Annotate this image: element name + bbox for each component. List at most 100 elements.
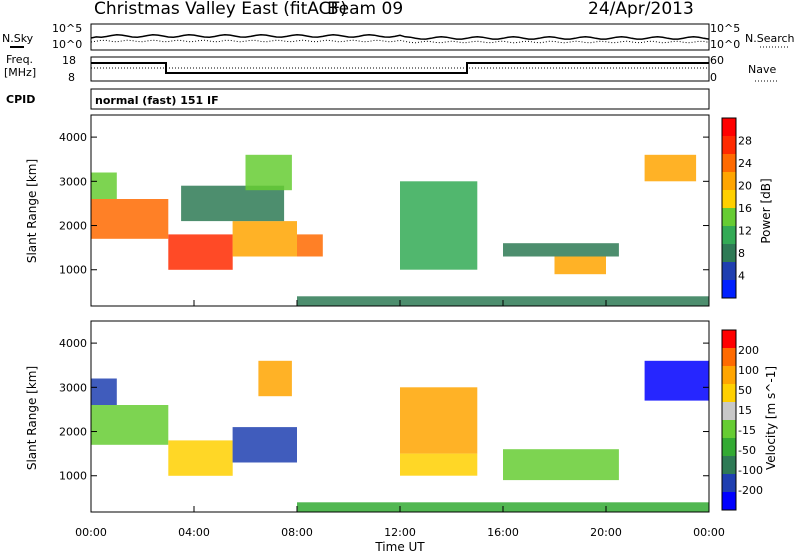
x-tick-label: 16:00 bbox=[487, 526, 519, 539]
colorbar-swatch bbox=[722, 262, 736, 281]
colorbar-tick-label: 100 bbox=[738, 364, 759, 377]
colorbar-swatch bbox=[722, 280, 736, 299]
colorbar-swatch bbox=[722, 190, 736, 209]
power-ylabel: Slant Range [km] bbox=[25, 159, 39, 263]
y-tick-label: 2000 bbox=[59, 220, 87, 233]
x-tick-label: 04:00 bbox=[178, 526, 210, 539]
vel-heat-region bbox=[644, 360, 709, 401]
nave-tick-low: 0 bbox=[710, 71, 717, 84]
power-heat-region bbox=[245, 154, 292, 191]
power-heat-region bbox=[232, 221, 297, 257]
y-tick-label: 4000 bbox=[59, 131, 87, 144]
noise-left-label: N.Sky bbox=[2, 32, 34, 45]
colorbar-swatch bbox=[722, 420, 736, 439]
freq-left-label-2: [MHz] bbox=[4, 66, 36, 79]
x-tick-label: 12:00 bbox=[384, 526, 416, 539]
x-tick-label: 20:00 bbox=[590, 526, 622, 539]
power-heatmap bbox=[91, 154, 709, 306]
freq-left-label-1: Freq. bbox=[6, 53, 33, 66]
velocity-ylabel: Slant Range [km] bbox=[25, 366, 39, 470]
vel-heat-region bbox=[400, 453, 478, 476]
power-colorbar: 28 24 20 16 12 8 4 bbox=[721, 117, 752, 299]
colorbar-tick-label: 16 bbox=[738, 202, 752, 215]
vel-heat-region bbox=[503, 449, 619, 481]
power-heat-region bbox=[181, 185, 285, 222]
velocity-heatmap bbox=[91, 360, 709, 512]
colorbar-tick-label: -50 bbox=[738, 444, 756, 457]
noise-search-trace bbox=[90, 39, 710, 44]
colorbar-swatch bbox=[722, 244, 736, 263]
colorbar-tick-label: 4 bbox=[738, 270, 745, 283]
colorbar-tick-label: 8 bbox=[738, 247, 745, 260]
x-tick-label: 00:00 bbox=[693, 526, 725, 539]
velocity-colorbar: 200 100 50 15 -15 -50 -100 -200 bbox=[721, 329, 763, 511]
vel-heat-region bbox=[91, 378, 117, 405]
power-heat-region bbox=[554, 256, 606, 275]
y-tick-label: 2000 bbox=[59, 426, 87, 439]
noise-tick-low-left: 10^0 bbox=[52, 38, 82, 51]
noise-right-label: N.Search bbox=[745, 32, 795, 45]
colorbar-swatch bbox=[722, 384, 736, 403]
colorbar-tick-label: 20 bbox=[738, 180, 752, 193]
colorbar-tick-label: 12 bbox=[738, 225, 752, 238]
colorbar-swatch bbox=[722, 402, 736, 421]
mode-text: normal (fast) 151 IF bbox=[95, 94, 219, 107]
noise-tick-high-left: 10^5 bbox=[52, 22, 82, 35]
y-tick-label: 3000 bbox=[59, 175, 87, 188]
power-heat-region bbox=[644, 154, 697, 182]
x-tick-label: 08:00 bbox=[281, 526, 313, 539]
colorbar-swatch bbox=[722, 172, 736, 191]
cpid-box bbox=[90, 88, 710, 110]
colorbar-swatch bbox=[722, 330, 736, 349]
y-tick-label: 4000 bbox=[59, 337, 87, 350]
time-axis-label: Time UT bbox=[374, 540, 425, 554]
colorbar-swatch bbox=[722, 456, 736, 475]
power-colorbar-label: Power [dB] bbox=[759, 178, 773, 243]
colorbar-tick-label: -200 bbox=[738, 484, 763, 497]
freq-tick-low: 8 bbox=[68, 71, 75, 84]
power-heat-region bbox=[503, 243, 619, 257]
vel-heat-region bbox=[232, 427, 297, 463]
power-heat-region bbox=[400, 181, 478, 270]
noise-sky-trace bbox=[90, 34, 710, 40]
beam-title: Beam 09 bbox=[327, 0, 403, 19]
nave-tick-high: 60 bbox=[710, 54, 724, 67]
vel-heat-region bbox=[258, 360, 292, 397]
power-heat-region bbox=[91, 199, 169, 239]
noise-tick-high-right: 10^5 bbox=[710, 22, 740, 35]
velocity-colorbar-label: Velocity [m s^-1] bbox=[764, 366, 778, 470]
vel-heat-region bbox=[91, 405, 169, 445]
colorbar-swatch bbox=[722, 438, 736, 457]
freq-panel bbox=[90, 56, 710, 82]
power-y-axis: 1000 2000 3000 4000 bbox=[59, 131, 709, 277]
power-heat-region bbox=[91, 172, 117, 199]
colorbar-swatch bbox=[722, 492, 736, 511]
nave-label: Nave bbox=[748, 63, 776, 76]
colorbar-tick-label: 28 bbox=[738, 135, 752, 148]
y-tick-label: 1000 bbox=[59, 264, 87, 277]
colorbar-swatch bbox=[722, 208, 736, 227]
colorbar-swatch bbox=[722, 348, 736, 367]
power-heat-region bbox=[297, 234, 323, 257]
colorbar-swatch bbox=[722, 136, 736, 155]
colorbar-frame bbox=[721, 117, 737, 299]
noise-panel bbox=[90, 23, 710, 51]
date-title: 24/Apr/2013 bbox=[588, 0, 694, 19]
vel-heat-region bbox=[400, 387, 478, 454]
station-title: Christmas Valley East (fitACF) bbox=[94, 0, 347, 19]
power-heat-region bbox=[168, 234, 233, 270]
vel-heat-region bbox=[168, 440, 233, 476]
colorbar-tick-label: 24 bbox=[738, 157, 752, 170]
colorbar-tick-label: -100 bbox=[738, 464, 763, 477]
colorbar-swatch bbox=[722, 118, 736, 137]
colorbar-swatch bbox=[722, 474, 736, 493]
velocity-y-axis: 1000 2000 3000 4000 bbox=[59, 337, 709, 483]
colorbar-frame bbox=[721, 329, 737, 511]
x-tick-label: 00:00 bbox=[75, 526, 107, 539]
colorbar-tick-label: 15 bbox=[738, 404, 752, 417]
colorbar-tick-label: 200 bbox=[738, 344, 759, 357]
y-tick-label: 1000 bbox=[59, 470, 87, 483]
colorbar-swatch bbox=[722, 366, 736, 385]
colorbar-swatch bbox=[722, 226, 736, 245]
